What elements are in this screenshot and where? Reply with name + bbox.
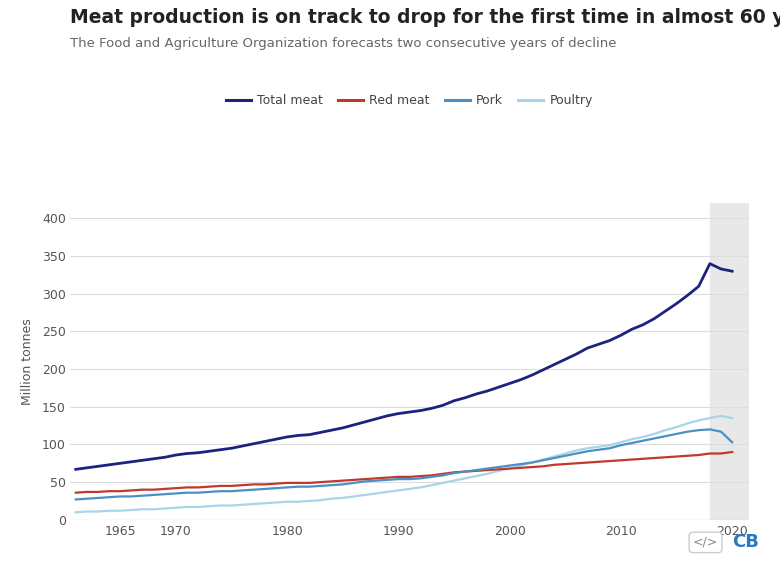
Text: CB: CB <box>732 533 759 551</box>
Y-axis label: Million tonnes: Million tonnes <box>21 318 34 405</box>
Text: The Food and Agriculture Organization forecasts two consecutive years of decline: The Food and Agriculture Organization fo… <box>70 37 617 50</box>
Legend: Total meat, Red meat, Pork, Poultry: Total meat, Red meat, Pork, Poultry <box>221 89 598 112</box>
Text: </>: </> <box>693 536 718 549</box>
Bar <box>710 203 749 520</box>
Text: Meat production is on track to drop for the first time in almost 60 years: Meat production is on track to drop for … <box>70 8 780 28</box>
